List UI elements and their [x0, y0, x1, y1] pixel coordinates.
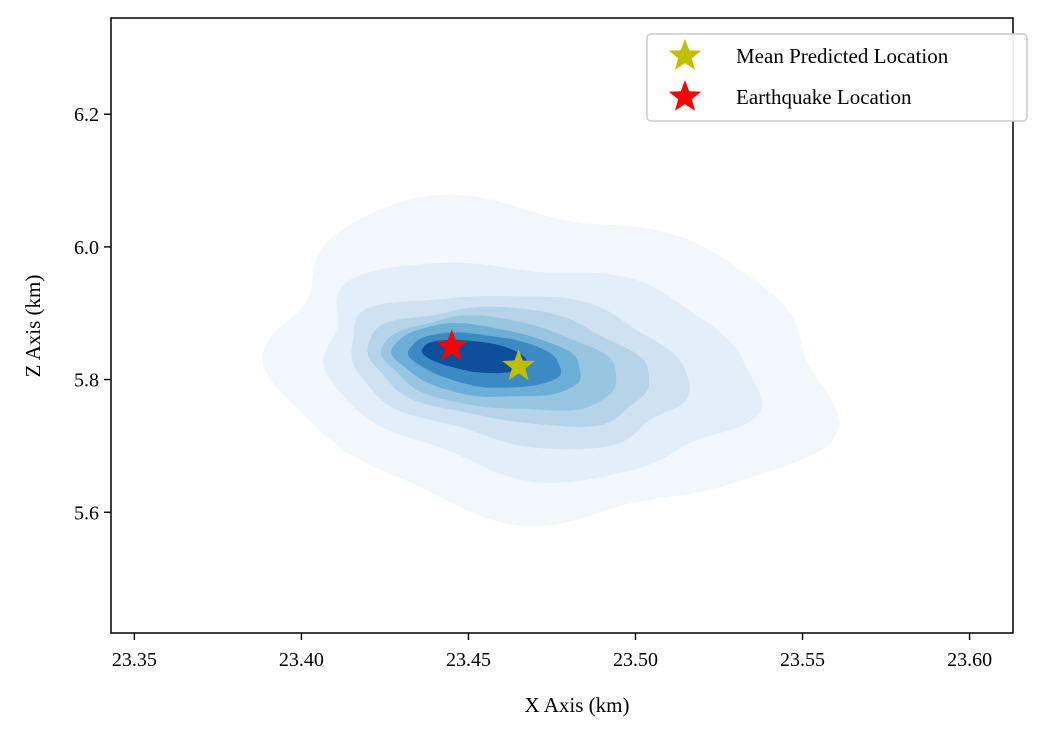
x-tick-label: 23.45	[446, 649, 491, 671]
x-tick-label: 23.35	[112, 649, 157, 671]
x-tick-label: 23.60	[947, 649, 992, 671]
legend-marker-earthquake-location	[668, 80, 702, 111]
x-tick-label: 23.55	[780, 649, 825, 671]
marker-earthquake-location	[435, 329, 468, 361]
legend-label: Mean Predicted Location	[736, 44, 949, 68]
legend-marker-mean-predicted-location	[668, 39, 702, 70]
y-axis-label: Z Axis (km)	[21, 275, 45, 378]
y-tick-label: 5.8	[74, 370, 99, 392]
axis-ticks: 23.35 23.40 23.45 23.50 23.55 23.60 5.6 5.8 6.0 6…	[74, 104, 992, 671]
x-tick-label: 23.50	[613, 649, 658, 671]
axes-frame	[110, 17, 1014, 634]
y-tick-label: 6.0	[74, 237, 99, 259]
legend: Mean Predicted Location Earthquake Locati…	[646, 33, 1028, 122]
y-tick-label: 5.6	[74, 502, 99, 524]
plot-area	[262, 194, 840, 527]
x-tick-label: 23.40	[279, 649, 324, 671]
x-axis-label: X Axis (km)	[525, 693, 630, 717]
marker-mean-predicted-location	[502, 349, 535, 381]
legend-box	[646, 33, 1028, 122]
y-tick-label: 6.2	[74, 104, 99, 126]
legend-label: Earthquake Location	[736, 85, 912, 109]
